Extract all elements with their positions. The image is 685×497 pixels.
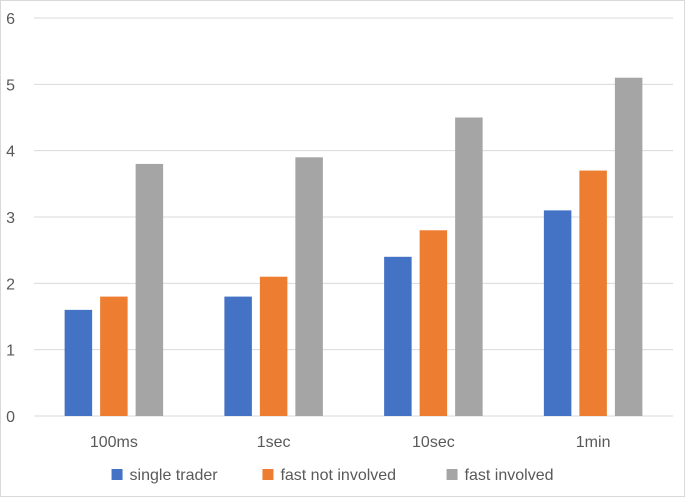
y-tick-label: 5	[6, 77, 15, 94]
legend-swatch	[111, 469, 123, 480]
y-tick-label: 4	[6, 144, 15, 161]
bar-fast-not-involved-1min	[579, 170, 607, 416]
bar-fast-involved-1sec	[295, 157, 323, 417]
x-category-label: 1min	[576, 434, 611, 451]
legend-label: fast involved	[465, 467, 554, 484]
bar-fast-not-involved-10sec	[419, 230, 448, 416]
bar-fast-not-involved-1sec	[259, 276, 288, 416]
x-category-label: 100ms	[90, 434, 138, 451]
x-category-label: 1sec	[257, 434, 291, 451]
bar-fast-involved-10sec	[455, 117, 483, 416]
y-axis-tick-labels: 0 1 2 3 4 5 6	[6, 11, 15, 426]
x-axis-category-labels: 100ms 1sec 10sec 1min	[90, 434, 611, 451]
legend-label: fast not involved	[280, 467, 396, 484]
legend-label: single trader	[130, 467, 219, 484]
x-category-label: 10sec	[412, 434, 455, 451]
bar-single-trader-1sec	[224, 296, 252, 416]
gridlines	[34, 17, 673, 417]
bar-single-trader-10sec	[384, 256, 412, 416]
bar-fast-involved-1min	[614, 77, 643, 416]
bar-single-trader-100ms	[64, 309, 93, 416]
legend-swatch	[262, 469, 274, 480]
bar-fast-not-involved-100ms	[100, 296, 128, 416]
y-tick-label: 0	[6, 409, 15, 426]
legend-swatch	[446, 469, 458, 480]
bar-fast-involved-100ms	[135, 163, 164, 416]
bar-single-trader-1min	[543, 210, 572, 416]
bars	[64, 77, 643, 417]
legend: single trader fast not involved fast invol…	[111, 467, 554, 484]
y-tick-label: 3	[6, 210, 15, 227]
y-tick-label: 6	[6, 11, 15, 28]
y-tick-label: 2	[6, 276, 15, 293]
y-tick-label: 1	[6, 343, 15, 360]
